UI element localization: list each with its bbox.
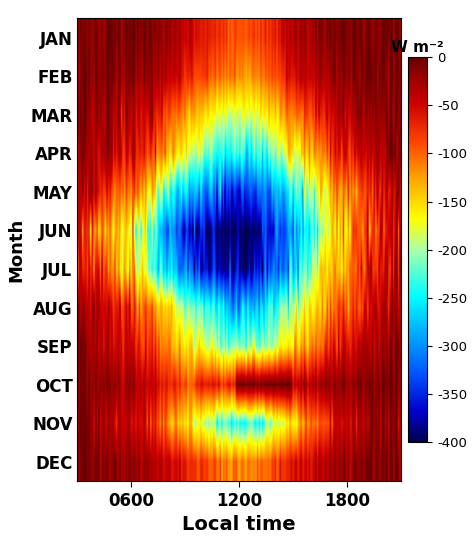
Y-axis label: Month: Month [7, 217, 25, 282]
Title: W m⁻²: W m⁻² [391, 40, 444, 55]
X-axis label: Local time: Local time [182, 515, 296, 534]
